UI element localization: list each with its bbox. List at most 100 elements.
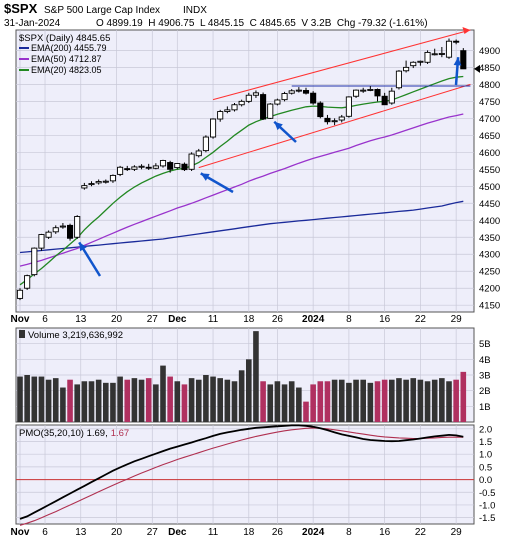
x-tick-label-bottom: Dec <box>168 527 187 538</box>
pmo-y-tick-label: -1.0 <box>479 500 495 511</box>
volume-bar <box>203 375 209 422</box>
price-y-tick-label: 4750 <box>479 97 500 108</box>
candle-body <box>181 163 188 171</box>
candle-body <box>231 104 238 111</box>
candle-body <box>317 102 324 118</box>
ema200-line <box>19 200 464 254</box>
candle-body <box>267 103 274 119</box>
volume-bar <box>231 381 238 422</box>
candle <box>331 118 338 126</box>
volume-bar <box>381 379 388 422</box>
candle <box>445 38 453 59</box>
price-y-tick-label: 4850 <box>479 63 500 74</box>
candle-body <box>424 51 431 63</box>
pmo-y-tick-label: 1.5 <box>479 437 492 448</box>
candle <box>302 87 310 95</box>
volume-y-tick-label: 4B <box>479 355 491 366</box>
candle-body <box>81 185 88 189</box>
volume-bar <box>88 381 95 422</box>
volume-bar <box>167 376 173 422</box>
volume-bar <box>138 379 145 422</box>
candle <box>403 60 410 73</box>
pmo-y-tick-label: 2.0 <box>479 424 492 435</box>
volume-bar <box>153 384 159 422</box>
chart-name: S&P 500 Large Cap Index <box>44 5 160 16</box>
candle-body <box>374 89 381 97</box>
x-tick-label: 29 <box>451 314 463 325</box>
volume-bar <box>246 359 252 422</box>
volume-bar <box>131 378 138 422</box>
candle <box>245 92 252 104</box>
candle-body <box>403 66 410 72</box>
candle <box>338 114 345 123</box>
channel-arrowhead <box>462 27 471 34</box>
candle-body <box>431 53 438 56</box>
channel-lower-line <box>198 83 471 169</box>
candle <box>288 89 295 95</box>
candle <box>145 163 152 170</box>
price-y-tick-label: 4400 <box>479 216 500 227</box>
candle-body <box>202 136 209 152</box>
volume-bar <box>367 382 374 422</box>
x-tick-label: 18 <box>243 314 255 325</box>
volume-bar <box>267 384 274 422</box>
candle <box>252 90 260 98</box>
candle-body <box>417 60 424 63</box>
candle-body <box>138 165 145 168</box>
volume-bar <box>353 379 359 422</box>
x-tick-label-bottom: Nov <box>11 527 30 538</box>
x-tick-label: 6 <box>42 314 48 325</box>
x-tick-label-bottom: 6 <box>42 527 48 538</box>
price-y-tick-label: 4550 <box>479 165 500 176</box>
candle-body <box>353 89 360 97</box>
volume-bar <box>188 378 195 422</box>
candle-body <box>167 162 174 170</box>
candle <box>353 89 360 98</box>
volume-bar <box>346 382 352 422</box>
candle <box>188 152 195 171</box>
x-tick-label: 26 <box>272 314 284 325</box>
volume-bar <box>60 387 66 422</box>
price-y-tick-label: 4450 <box>479 199 500 210</box>
volume-bar <box>181 384 188 422</box>
candle <box>324 114 331 125</box>
candle <box>360 87 367 93</box>
volume-bar <box>296 387 302 422</box>
ema200-legend-label: EMA(200) 4455.79 <box>31 43 107 53</box>
candle-body <box>388 90 395 104</box>
volume-bar <box>460 371 467 422</box>
candle-body <box>38 234 45 249</box>
candle-body <box>109 174 116 182</box>
pmo-y-tick-label: 0.0 <box>479 475 492 486</box>
candle-body <box>238 100 245 106</box>
x-tick-label: 16 <box>379 314 391 325</box>
volume-bar <box>124 379 131 422</box>
candle <box>231 103 238 112</box>
candle <box>52 225 59 234</box>
candle <box>138 164 145 170</box>
price-y-tick-label: 4500 <box>479 182 500 193</box>
candle <box>59 222 66 229</box>
x-tick-label-bottom: 11 <box>208 527 219 538</box>
volume-bar <box>210 376 216 422</box>
candle-body <box>252 92 260 96</box>
candle <box>174 163 181 170</box>
candle <box>109 174 116 183</box>
candle-body <box>45 231 52 238</box>
volume-bar <box>424 381 431 422</box>
volume-bar <box>331 379 338 422</box>
ema20-legend-label: EMA(20) 4823.05 <box>31 65 102 75</box>
candle-body <box>159 160 167 167</box>
volume-bar <box>67 379 73 422</box>
candle-body <box>324 117 331 123</box>
volume-bar <box>17 376 23 422</box>
candle-body <box>438 52 445 55</box>
candle <box>381 92 388 106</box>
volume-bar <box>317 381 324 422</box>
chart-symbol: $SPX <box>4 1 38 16</box>
price-y-tick-label: 4800 <box>479 80 500 91</box>
candle-body <box>281 93 288 101</box>
candle <box>95 179 102 185</box>
candle-body <box>245 94 252 102</box>
